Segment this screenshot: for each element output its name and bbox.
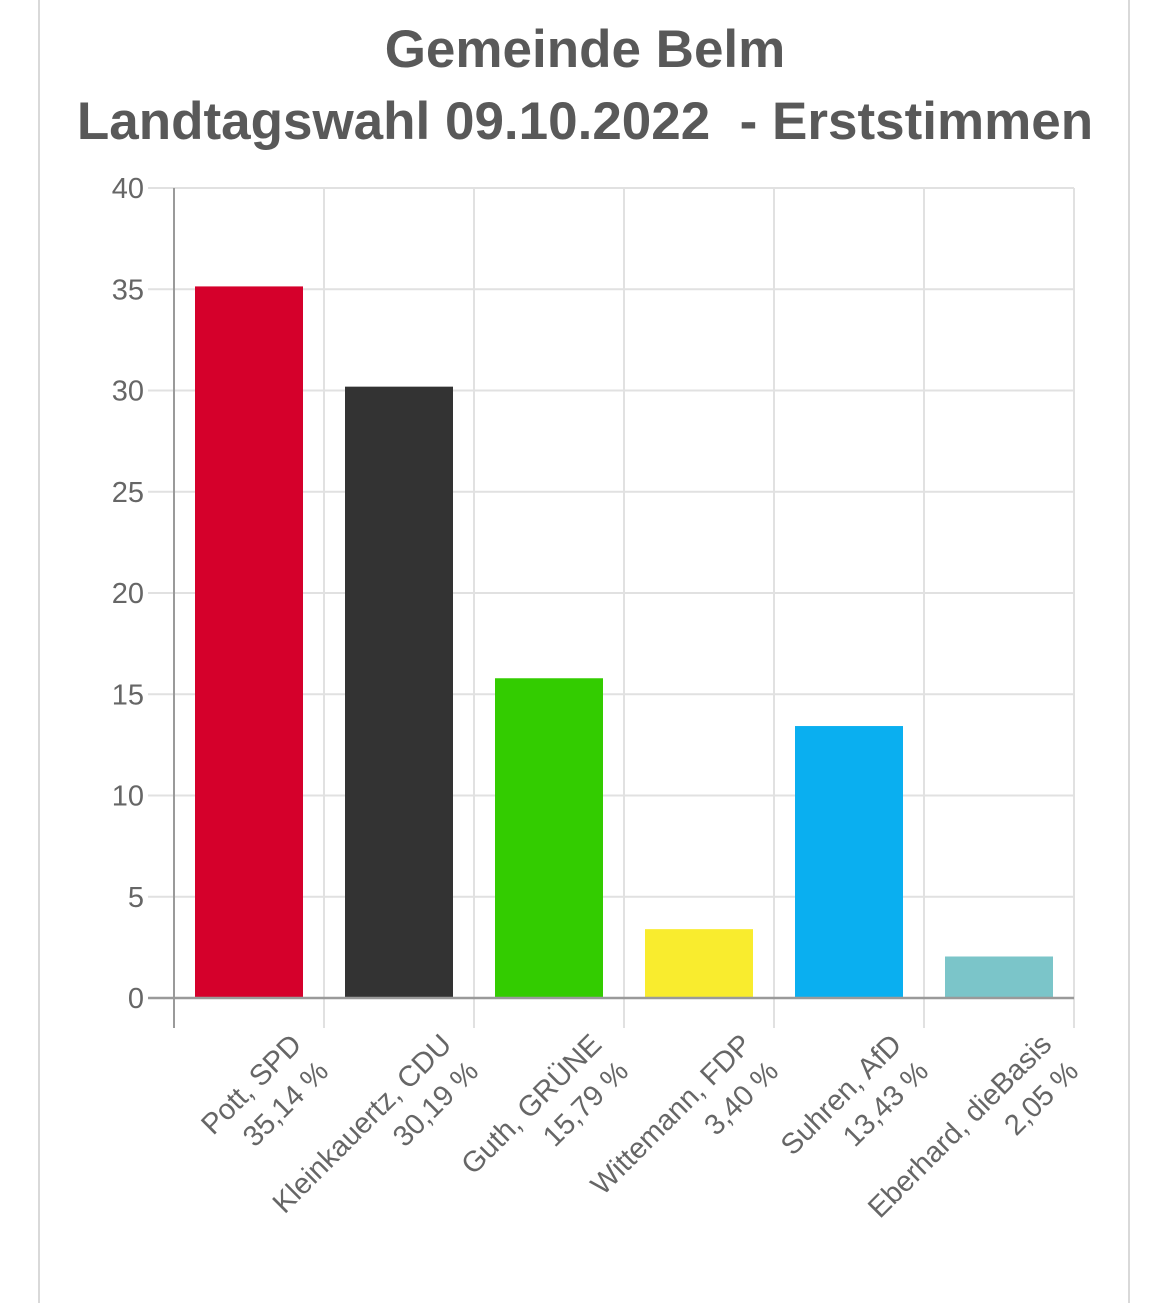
chart-title: Gemeinde Belm: [384, 20, 786, 79]
bar: [645, 929, 753, 998]
y-tick-label: 15: [112, 679, 144, 711]
y-tick-label: 35: [112, 274, 144, 306]
y-tick-label: 40: [112, 173, 144, 205]
bar: [495, 678, 603, 998]
y-tick-label: 0: [128, 983, 144, 1015]
y-tick-label: 20: [112, 578, 144, 610]
bar: [945, 956, 1053, 998]
y-tick-label: 5: [128, 882, 144, 914]
y-tick-label: 10: [112, 781, 144, 813]
bars: [195, 286, 1053, 999]
chart-subtitle: Landtagswahl 09.10.2022 - Erststimmen: [76, 92, 1094, 151]
bar: [345, 386, 453, 999]
bar: [795, 726, 903, 998]
y-tick-label: 30: [112, 376, 144, 408]
bar: [195, 286, 303, 998]
y-tick-labels: 0 5 10 15 20 25 30 35 40: [112, 173, 144, 1015]
y-tick-label: 25: [112, 477, 144, 509]
axes: [148, 188, 1074, 1028]
